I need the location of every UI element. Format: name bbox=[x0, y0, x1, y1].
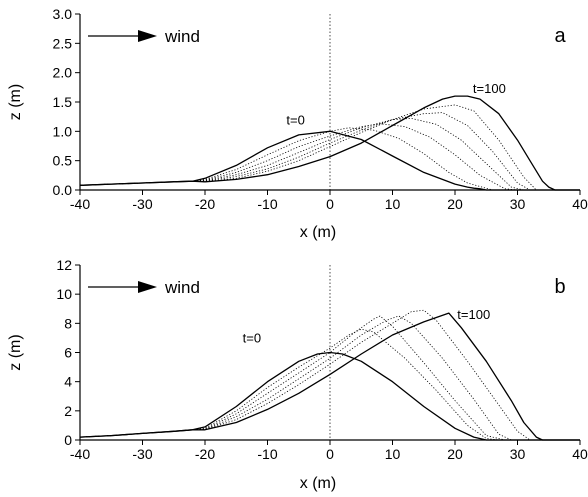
x-tick-label: -40 bbox=[70, 196, 90, 212]
x-axis-label: x (m) bbox=[300, 475, 336, 492]
y-tick-label: 8 bbox=[64, 315, 72, 331]
panel-letter: b bbox=[554, 276, 565, 298]
x-tick-label: 30 bbox=[510, 196, 526, 212]
x-tick-label: -20 bbox=[195, 196, 215, 212]
wind-label: wind bbox=[164, 27, 200, 46]
x-tick-label: -40 bbox=[70, 446, 90, 462]
x-axis-label: x (m) bbox=[300, 224, 336, 241]
y-tick-label: 12 bbox=[56, 257, 72, 273]
y-tick-label: 0.0 bbox=[53, 182, 73, 198]
x-tick-label: 0 bbox=[326, 196, 334, 212]
profile-curve-5 bbox=[79, 312, 580, 441]
y-tick-label: 0 bbox=[64, 432, 72, 448]
x-tick-label: 20 bbox=[447, 446, 463, 462]
y-tick-label: 10 bbox=[56, 286, 72, 302]
x-tick-label: 10 bbox=[385, 446, 401, 462]
x-tick-label: 10 bbox=[385, 196, 401, 212]
wind-arrow-head bbox=[138, 30, 157, 42]
x-tick-label: 40 bbox=[572, 446, 588, 462]
x-tick-label: -10 bbox=[257, 196, 277, 212]
profile-curve-6 bbox=[79, 95, 580, 191]
x-tick-label: 20 bbox=[447, 196, 463, 212]
x-tick-label: 0 bbox=[326, 446, 334, 462]
y-tick-label: 4 bbox=[64, 374, 72, 390]
x-tick-label: -10 bbox=[257, 446, 277, 462]
x-tick-label: 40 bbox=[572, 196, 588, 212]
y-tick-label: 1.0 bbox=[53, 123, 73, 139]
x-tick-label: 30 bbox=[510, 446, 526, 462]
panel-letter: a bbox=[554, 25, 566, 47]
x-tick-label: -20 bbox=[195, 446, 215, 462]
y-axis-label: z (m) bbox=[7, 84, 24, 120]
curve-annotation: t=100 bbox=[457, 307, 490, 322]
y-axis-label: z (m) bbox=[7, 334, 24, 370]
curve-annotation: t=0 bbox=[286, 112, 304, 127]
y-tick-label: 3.0 bbox=[53, 6, 73, 22]
y-tick-label: 2.5 bbox=[53, 35, 73, 51]
y-tick-label: 1.5 bbox=[53, 94, 73, 110]
curve-annotation: t=100 bbox=[473, 81, 506, 96]
wind-arrow-head bbox=[138, 281, 157, 293]
x-tick-label: -30 bbox=[132, 446, 152, 462]
y-tick-label: 2.0 bbox=[53, 65, 73, 81]
y-tick-label: 6 bbox=[64, 345, 72, 361]
panel-b: -40 -30 -20 -10 0 10 20 30 40 0 2 4 6 8 10 12 x (m) z (m)… bbox=[7, 257, 588, 492]
wind-label: wind bbox=[164, 278, 200, 297]
y-tick-label: 0.5 bbox=[53, 153, 73, 169]
panel-a: -40 -30 -20 -10 0 10 20 30 40 0.0 0.5 1.0 1.5 2.0 2.5 3… bbox=[7, 6, 588, 241]
curve-annotation: t=0 bbox=[243, 330, 261, 345]
y-tick-label: 2 bbox=[64, 403, 72, 419]
x-tick-label: -30 bbox=[132, 196, 152, 212]
